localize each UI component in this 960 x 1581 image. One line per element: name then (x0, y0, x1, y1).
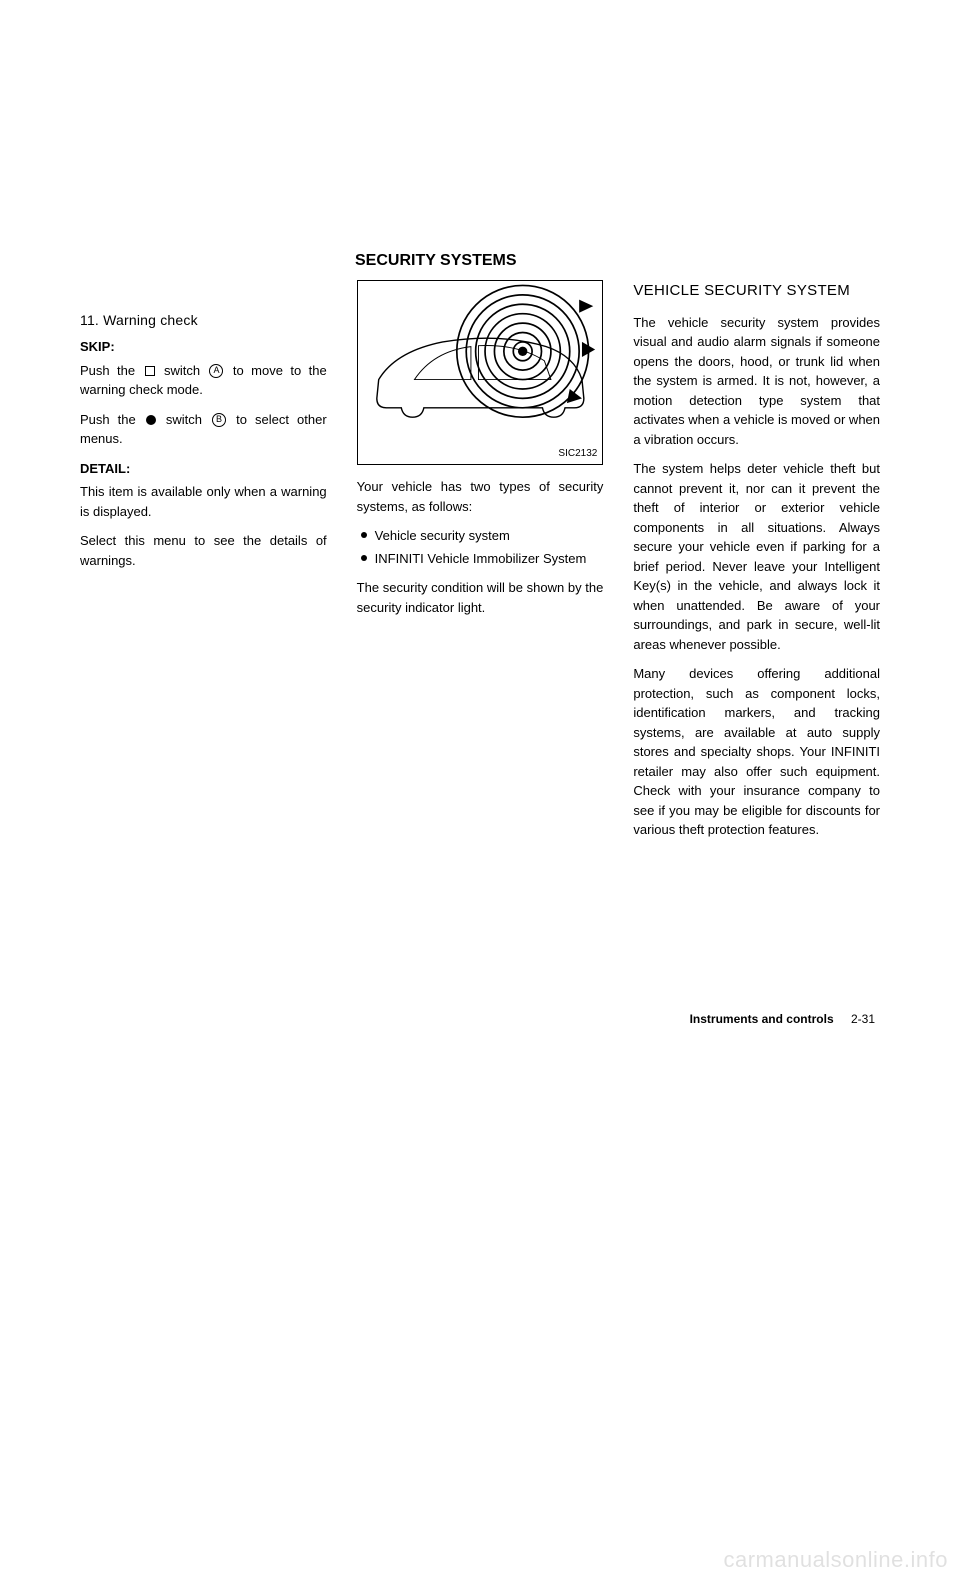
square-icon (145, 366, 155, 376)
detail-para-2: Select this menu to see the details of w… (80, 531, 327, 570)
figure-label: SIC2132 (558, 446, 597, 461)
column-right: VEHICLE SECURITY SYSTEM The vehicle secu… (633, 280, 880, 850)
security-figure: SIC2132 (357, 280, 604, 465)
page-footer: Instruments and controls 2-31 (690, 1012, 875, 1026)
circle-a-icon: A (209, 364, 223, 378)
vss-para-3: Many devices offering additional protect… (633, 664, 880, 840)
text: Push the (80, 412, 144, 427)
detail-label: DETAIL: (80, 459, 327, 479)
vehicle-security-heading: VEHICLE SECURITY SYSTEM (633, 280, 880, 303)
page-content: 11. Warning check SKIP: Push the switch … (0, 0, 960, 850)
footer-page: 2-31 (851, 1012, 875, 1026)
vss-para-1: The vehicle security system provides vis… (633, 313, 880, 450)
text: switch (158, 412, 210, 427)
vss-para-2: The system helps deter vehicle theft but… (633, 459, 880, 654)
circle-b-icon: B (212, 413, 226, 427)
security-after: The security condition will be shown by … (357, 578, 604, 617)
column-left: 11. Warning check SKIP: Push the switch … (80, 280, 327, 850)
list-item: Vehicle security system (357, 526, 604, 546)
text: Push the (80, 363, 143, 378)
warning-check-heading: 11. Warning check (80, 310, 327, 331)
skip-label: SKIP: (80, 337, 327, 357)
security-intro: Your vehicle has two types of security s… (357, 477, 604, 516)
detail-para-1: This item is available only when a warni… (80, 482, 327, 521)
list-item: INFINITI Vehicle Immobilizer System (357, 549, 604, 569)
skip-para-1: Push the switch A to move to the warning… (80, 361, 327, 400)
footer-section: Instruments and controls (690, 1012, 834, 1026)
dot-icon (146, 415, 156, 425)
skip-para-2: Push the switch B to select other menus. (80, 410, 327, 449)
text: switch (157, 363, 208, 378)
page-header: SECURITY SYSTEMS (355, 252, 517, 270)
security-bullets: Vehicle security system INFINITI Vehicle… (357, 526, 604, 568)
column-middle: SIC2132 Your vehicle has two types of se… (357, 280, 604, 850)
car-alarm-icon (358, 281, 603, 464)
watermark: carmanualsonline.info (723, 1547, 948, 1573)
